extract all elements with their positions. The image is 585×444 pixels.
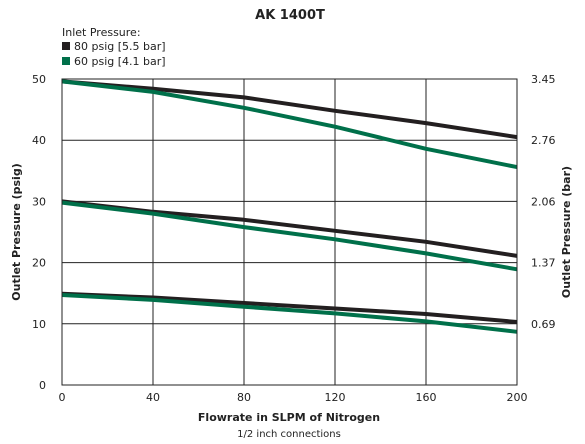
- y-right-tick-label-4: 3.45: [531, 73, 556, 86]
- legend: Inlet Pressure: 80 psig [5.5 bar] 60 psi…: [62, 26, 166, 68]
- y-axis-right-title: Outlet Pressure (bar): [560, 166, 573, 298]
- series-line-5: [61, 293, 518, 334]
- series-group: [61, 79, 518, 334]
- y-tick-labels: 0 10 20 30 40 50: [32, 73, 46, 392]
- legend-swatch-1: [62, 57, 70, 65]
- y-right-tick-label-1: 1.37: [531, 257, 556, 270]
- series-line-3: [61, 200, 518, 272]
- series-line-4: [61, 291, 518, 324]
- y-tick-label-0: 0: [39, 379, 46, 392]
- x-tick-label-0: 0: [59, 391, 66, 404]
- legend-label-1: 60 psig [4.1 bar]: [74, 55, 166, 68]
- y-right-tick-label-2: 2.06: [531, 195, 556, 208]
- chart-title: AK 1400T: [255, 8, 325, 23]
- series-line-0: [61, 79, 518, 140]
- legend-swatch-0: [62, 42, 70, 50]
- x-tick-labels: 0 40 80 120 160 200: [59, 391, 528, 404]
- y-tick-label-2: 20: [32, 257, 46, 270]
- y-tick-label-1: 10: [32, 318, 46, 331]
- legend-heading: Inlet Pressure:: [62, 26, 141, 39]
- y-tick-label-4: 40: [32, 134, 46, 147]
- y-tick-label-5: 50: [32, 73, 46, 86]
- series-line-1: [61, 79, 518, 170]
- x-tick-label-4: 160: [416, 391, 437, 404]
- y-right-tick-label-3: 2.76: [531, 134, 556, 147]
- legend-label-0: 80 psig [5.5 bar]: [74, 40, 166, 53]
- y-tick-label-3: 30: [32, 195, 46, 208]
- y-right-tick-labels: 0.69 1.37 2.06 2.76 3.45: [531, 73, 556, 331]
- x-axis-title: Flowrate in SLPM of Nitrogen: [198, 411, 380, 424]
- y-right-tick-label-0: 0.69: [531, 318, 556, 331]
- x-tick-label-1: 40: [146, 391, 160, 404]
- x-axis-subtitle: 1/2 inch connections: [237, 429, 341, 440]
- y-axis-title: Outlet Pressure (psig): [10, 163, 23, 300]
- grid: [62, 79, 517, 385]
- plot-frame: [61, 78, 518, 386]
- x-tick-label-3: 120: [325, 391, 346, 404]
- x-tick-label-5: 200: [507, 391, 528, 404]
- x-tick-label-2: 80: [237, 391, 251, 404]
